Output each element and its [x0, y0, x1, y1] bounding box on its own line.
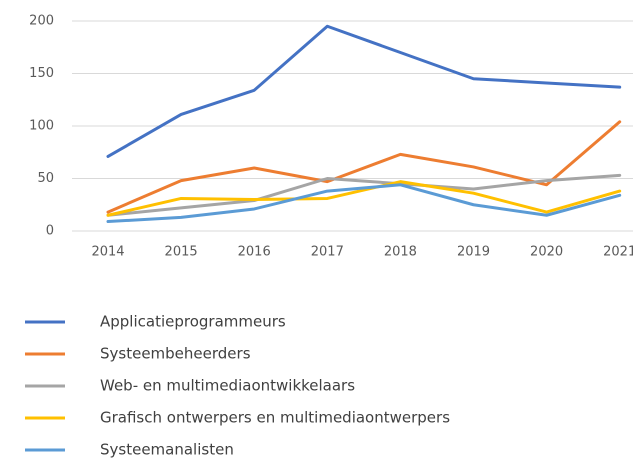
legend-label: Systeemanalisten: [100, 441, 234, 459]
x-tick-label: 2017: [311, 245, 344, 260]
series-line: [106, 173, 622, 217]
legend-label: Web- en multimediaontwikkelaars: [100, 377, 355, 395]
x-tick-label: 2020: [530, 245, 563, 260]
y-tick-label: 150: [29, 66, 54, 81]
x-tick-label: 2015: [165, 245, 198, 260]
y-tick-label: 100: [29, 119, 54, 134]
y-tick-label: 200: [29, 14, 54, 29]
y-tick-label: 50: [37, 171, 54, 186]
y-tick-label: 0: [46, 224, 54, 239]
x-tick-label: 2018: [384, 245, 417, 260]
x-tick-label: 2019: [457, 245, 490, 260]
series-line: [106, 24, 622, 158]
series-line: [106, 183, 622, 224]
x-tick-label: 2021: [603, 245, 633, 260]
legend-label: Systeembeheerders: [100, 345, 251, 363]
x-tick-label: 2014: [91, 245, 124, 260]
legend-label: Grafisch ontwerpers en multimediaontwerp…: [100, 409, 450, 427]
legend-label: Applicatieprogrammeurs: [100, 313, 286, 331]
series-line: [106, 180, 622, 217]
x-tick-label: 2016: [238, 245, 271, 260]
